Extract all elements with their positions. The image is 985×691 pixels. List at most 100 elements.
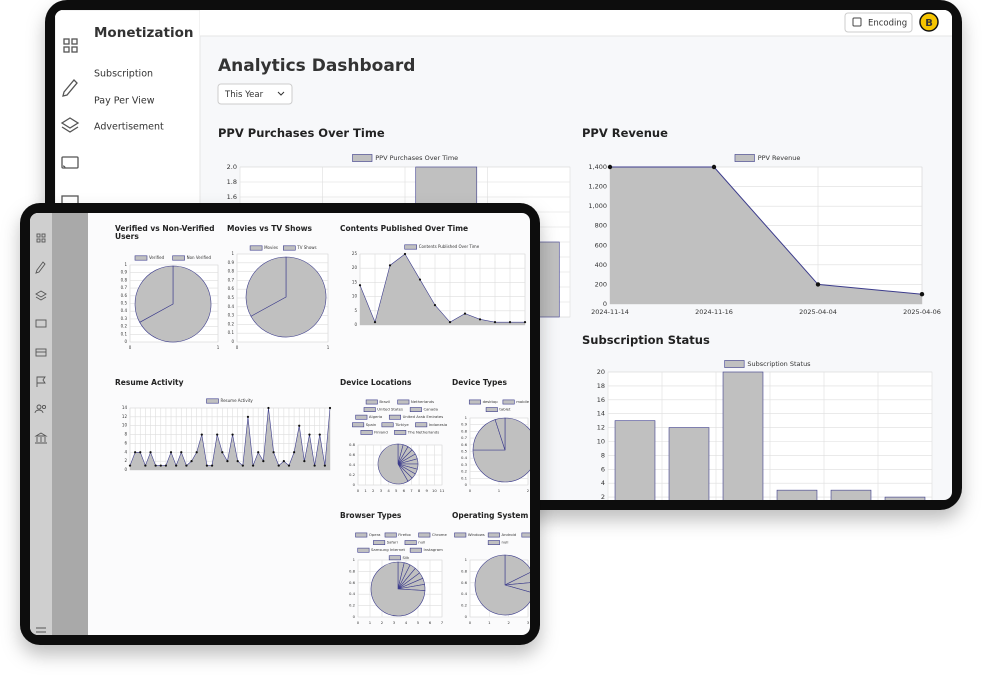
point [277,464,280,467]
y-tick-label: 0.4 [228,304,235,309]
chart-title: Contents Published Over Time [340,225,469,233]
point [134,451,137,454]
point [164,464,167,467]
point [221,451,224,454]
point [195,451,198,454]
dropdown-label: This Year [224,90,264,100]
point [373,321,377,324]
legend-swatch [352,422,365,428]
y-tick-label: 4 [601,479,605,487]
area [610,167,922,304]
y-tick-label: 5 [354,308,357,313]
pie-slice [504,581,530,594]
sidebar-item[interactable]: Pay Per View [94,96,155,107]
point [463,312,467,315]
point [323,464,326,467]
point [231,433,234,436]
y-tick-label: 0.6 [121,293,128,298]
encoding-button[interactable]: Encoding [844,12,913,33]
y-tick-label: 0 [465,614,468,619]
line [129,407,331,467]
legend-label: Indonesia [429,422,447,427]
y-tick-label: 14 [597,410,605,418]
y-tick-label: 0.1 [461,475,468,480]
x-tick-label: 0 [357,620,360,625]
sidebar-item[interactable]: Subscription [94,69,153,80]
legend-label: The Netherlands [407,429,439,434]
legend-label: null [501,540,508,545]
legend-swatch [363,407,376,412]
y-tick-label: 8 [601,451,605,459]
point [607,164,613,170]
legend-label: Türkiye [394,422,409,427]
sidebar-item[interactable]: Advertisement [94,122,164,133]
y-tick-label: 0.4 [349,462,356,467]
tablet-sidebar [52,213,88,635]
legend-label: TV Shows [296,245,316,250]
point [169,451,173,454]
legend-swatch [352,154,373,162]
legend-swatch [397,399,410,405]
point [154,464,157,467]
point [328,406,332,410]
y-tick-label: 18 [597,382,605,390]
y-tick-label: 20 [597,368,605,376]
legend-swatch [357,547,370,553]
y-tick-label: 0.6 [349,580,356,585]
y-tick-label: 0.8 [121,277,128,282]
x-tick-label: 4 [405,620,408,625]
x-tick-label: 6 [429,620,432,625]
y-tick-label: 0.3 [228,313,235,318]
y-tick-label: 0.8 [349,442,356,447]
point [185,464,188,467]
legend-swatch [134,255,148,261]
x-tick-label: 4 [387,488,390,493]
point [262,460,265,463]
legend-label: null [418,540,425,545]
y-tick-label: 200 [595,280,607,288]
legend-swatch [409,547,422,553]
y-tick-label: 400 [595,261,607,269]
legend-swatch [206,398,219,404]
x-tick-label: 0 [357,488,360,493]
point [128,464,132,467]
chart-title: PPV Purchases Over Time [218,127,385,140]
legend-label: Instagram [423,547,443,552]
chart-title-box: Browser Types [340,512,401,520]
legend-swatch [734,154,755,162]
period-dropdown[interactable]: This Year [217,83,293,105]
x-tick-label: 1 [327,345,330,350]
legend-swatch [282,245,296,251]
y-tick-label: 0.4 [461,455,468,460]
legend-label: Safari [387,540,398,545]
point [303,460,306,463]
chart-title: Operating System Types [452,512,555,520]
y-tick-label: 1 [124,262,127,267]
y-tick-label: 0 [465,482,468,487]
y-tick-label: 0.5 [228,295,235,300]
point [313,464,316,467]
y-tick-label: 0.2 [349,603,356,608]
point [433,304,437,307]
y-tick-label: 0 [124,467,127,472]
button-icon [852,17,862,27]
x-tick-label: 7 [410,488,413,493]
legend-label: Opera [369,532,381,537]
legend-swatch [487,540,500,545]
avatar[interactable] [919,12,939,32]
x-tick-label: 11 [440,488,445,493]
legend-label: United States [377,407,403,412]
y-tick-label: 0.8 [228,269,235,274]
point [287,464,291,467]
y-tick-label: 0.7 [461,435,468,440]
x-tick-label: 6 [403,488,406,493]
y-tick-label: 0.2 [121,324,128,329]
legend-label: tablet [499,407,511,412]
point [159,464,162,467]
y-tick-label: 20 [352,265,358,270]
point [282,460,285,463]
tablet-charts: Verified vs Non-Verified Users00.10.20.3… [115,225,555,625]
y-tick-label: 0.1 [228,330,235,335]
point [523,321,527,324]
